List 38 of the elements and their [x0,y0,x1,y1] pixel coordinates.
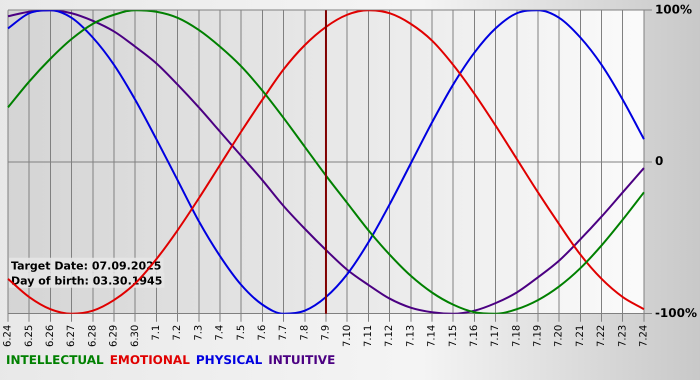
x-tick-label: 6.29 [108,324,120,347]
x-tick-label: 7.10 [342,324,353,347]
x-tick-label: 6.26 [44,324,56,347]
x-tick-label: 7.14 [426,324,438,347]
x-tick-label: 7.1 [150,324,162,341]
x-tick-label: 7.16 [468,324,480,347]
x-tick-label: 7.24 [638,324,650,347]
y-tick-label: 100% [654,2,692,16]
x-tick-label: 7.13 [405,324,416,347]
x-tick-label: 7.22 [596,324,608,347]
text: INTELLECTUAL [6,353,104,367]
x-tick-label: 6.30 [130,324,141,347]
text: PHYSICAL [196,353,262,367]
x-tick-label: 7.7 [278,324,290,341]
y-tick-label: -100% [654,306,698,320]
x-tick-label: 6.25 [24,324,35,347]
text: INTUITIVE [268,353,336,367]
text: EMOTIONAL [110,353,190,367]
x-tick-label: 7.12 [384,324,396,347]
x-tick-label: 6.24 [2,324,14,347]
x-tick-label: 7.15 [448,324,459,347]
x-tick-label: 7.4 [214,324,226,341]
y-tick-label: 0 [654,154,664,168]
x-tick-label: 7.18 [511,324,522,347]
x-tick-label: 7.21 [574,324,586,347]
x-tick-label: 6.27 [66,324,78,347]
x-tick-label: 7.19 [532,324,544,347]
x-tick-label: 7.20 [554,324,565,347]
x-tick-label: 7.5 [236,324,247,341]
x-tick-label: 7.23 [617,324,628,347]
x-tick-label: 7.3 [193,324,204,341]
x-tick-label: 7.6 [256,324,268,341]
x-tick-label: 7.9 [320,324,332,341]
x-tick-label: 6.28 [87,324,98,347]
x-tick-label: 7.11 [362,324,374,347]
x-tick-label: 7.2 [172,324,184,341]
x-tick-label: 7.8 [299,324,310,341]
x-tick-label: 7.17 [490,324,502,347]
